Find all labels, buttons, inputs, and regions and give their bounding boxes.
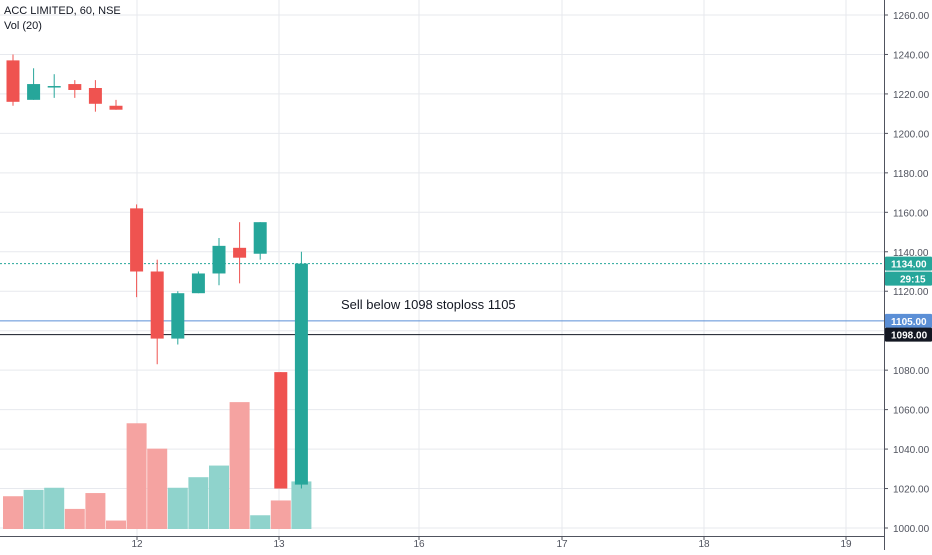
volume-bar — [188, 477, 209, 529]
volume-indicator-label[interactable]: Vol (20) — [4, 20, 42, 32]
candle-body[interactable] — [233, 247, 247, 258]
volume-bar — [270, 500, 291, 529]
price-tick-label: 1060.00 — [893, 406, 930, 417]
candle-body[interactable] — [212, 245, 226, 274]
candles[interactable] — [6, 54, 308, 489]
volume-bar — [3, 496, 23, 529]
price-tick-label: 1220.00 — [893, 90, 930, 101]
countdown-text: 29:15 — [900, 275, 926, 286]
volume-bar — [23, 489, 44, 529]
candle-body[interactable] — [171, 293, 185, 339]
volume-bar — [44, 487, 65, 529]
price-label-text: 1105.00 — [891, 317, 927, 328]
candle-body[interactable] — [47, 86, 61, 88]
price-tick-label: 1000.00 — [893, 524, 930, 535]
price-label-text: 1134.00 — [891, 260, 927, 271]
candle-body[interactable] — [191, 273, 205, 294]
price-tick-label: 1020.00 — [893, 485, 930, 496]
time-tick-label: 19 — [840, 539, 852, 550]
time-tick-label: 18 — [698, 539, 710, 550]
candle-body[interactable] — [88, 88, 102, 104]
price-axis[interactable]: 1000.001020.001040.001060.001080.001100.… — [884, 0, 932, 550]
symbol-title[interactable]: ACC LIMITED, 60, NSE — [4, 5, 121, 17]
price-label-badge[interactable] — [885, 327, 932, 342]
annotation-text[interactable]: Sell below 1098 stoploss 1105 — [341, 297, 516, 312]
time-tick-label: 13 — [273, 539, 285, 550]
price-tick-label: 1160.00 — [893, 208, 929, 219]
price-tick-label: 1120.00 — [893, 287, 929, 298]
price-label-text: 1098.00 — [891, 331, 928, 342]
candle-body[interactable] — [109, 105, 123, 110]
time-tick-label: 12 — [131, 539, 143, 550]
candle-body[interactable] — [294, 263, 308, 485]
price-tick-label: 1240.00 — [893, 50, 930, 61]
candle-body[interactable] — [150, 271, 164, 339]
price-tick-label: 1200.00 — [893, 129, 930, 140]
price-tick-label: 1080.00 — [893, 366, 930, 377]
volume-bar — [291, 481, 312, 529]
volume-bar — [167, 487, 188, 529]
candle-body[interactable] — [274, 372, 288, 489]
time-tick-label: 17 — [556, 539, 568, 550]
volume-bar — [85, 493, 106, 529]
volume-bar — [147, 448, 168, 529]
candle-body[interactable] — [27, 84, 41, 100]
price-tick-label: 1040.00 — [893, 445, 930, 456]
volume-bar — [106, 520, 126, 529]
price-tick-label: 1260.00 — [893, 11, 930, 22]
volume-bar — [209, 465, 229, 529]
volume-bar — [250, 515, 271, 529]
price-lines[interactable] — [0, 263, 884, 336]
candle-body[interactable] — [253, 222, 267, 254]
candle-body[interactable] — [68, 84, 82, 90]
candle-body[interactable] — [130, 208, 144, 272]
price-label-badge[interactable] — [885, 313, 932, 328]
price-label-badge[interactable] — [885, 256, 932, 271]
volume-bar — [64, 508, 85, 529]
time-tick-label: 16 — [413, 539, 425, 550]
countdown-badge[interactable] — [885, 271, 932, 286]
volume-bar — [126, 423, 147, 529]
price-tick-label: 1180.00 — [893, 169, 929, 180]
time-axis[interactable]: 12 13 16 17 18 19 — [0, 536, 884, 550]
candle-body[interactable] — [6, 60, 20, 102]
price-tick-label: 1140.00 — [893, 248, 929, 259]
volume-bars — [3, 402, 312, 529]
volume-bar — [229, 402, 250, 529]
